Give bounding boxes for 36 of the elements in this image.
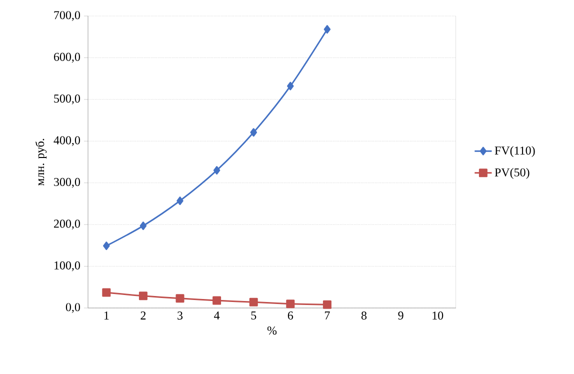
point xyxy=(213,166,220,175)
point xyxy=(287,82,294,90)
x-tick-label: 4 xyxy=(214,312,220,320)
x-tick-label: 8 xyxy=(361,312,367,320)
x-tick-label: 3 xyxy=(178,312,183,320)
x-tick-label: 10 xyxy=(432,312,444,320)
point xyxy=(103,242,110,250)
x-axis-title: % xyxy=(267,326,277,335)
y-tick-label: 200,0 xyxy=(54,220,80,230)
legend-label: PV(50) xyxy=(494,168,530,179)
legend-label: FV(110) xyxy=(494,146,535,158)
point xyxy=(212,296,222,305)
y-tick-label: 700,0 xyxy=(54,11,80,21)
y-tick-label: 300,0 xyxy=(54,178,80,188)
x-tick-label: 1 xyxy=(104,312,109,320)
point xyxy=(324,25,331,34)
point xyxy=(102,288,111,297)
point xyxy=(176,196,184,206)
point xyxy=(176,294,184,303)
x-tick-label: 5 xyxy=(251,312,256,320)
y-tick-label: 600,0 xyxy=(54,52,80,63)
point xyxy=(250,128,257,137)
point xyxy=(140,222,147,230)
y-tick-label: 0,0 xyxy=(66,303,80,313)
point xyxy=(249,298,258,306)
y-tick-label: 500,0 xyxy=(54,94,80,104)
x-tick-label: 9 xyxy=(398,312,404,320)
point xyxy=(322,300,332,309)
y-tick-label: 400,0 xyxy=(54,136,80,146)
y-tick-label: 100,0 xyxy=(54,261,80,272)
x-tick-label: 6 xyxy=(288,312,294,320)
point xyxy=(286,300,295,308)
y-axis-title: млн. руб. xyxy=(35,138,47,186)
x-tick-label: 2 xyxy=(140,312,146,320)
point xyxy=(138,292,148,300)
x-tick-label: 7 xyxy=(324,312,330,320)
